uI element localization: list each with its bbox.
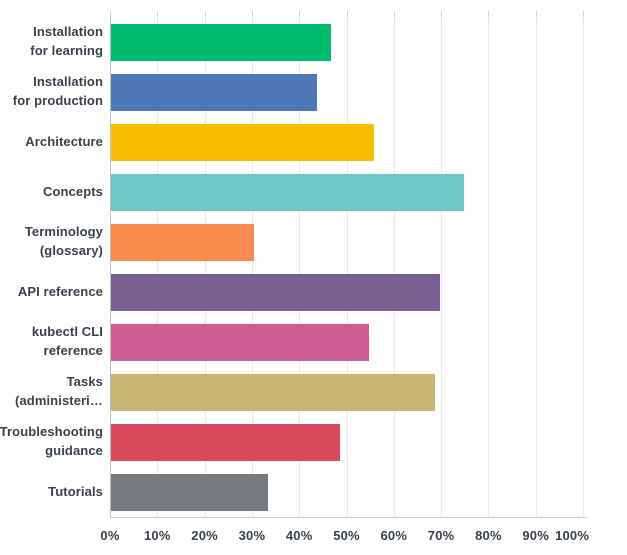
x-tick-label: 70% <box>427 528 455 543</box>
y-axis-line <box>110 17 111 517</box>
axis-tick <box>204 11 206 17</box>
category-label: Terminology (glossary) <box>24 224 103 258</box>
x-tick-label: 80% <box>475 528 502 543</box>
gridline <box>393 17 395 517</box>
axis-tick <box>535 11 537 17</box>
axis-tick <box>346 11 348 17</box>
x-tick-label: 20% <box>191 528 218 543</box>
x-tick-label: 0% <box>100 528 120 543</box>
axis-tick <box>251 11 253 17</box>
gridline <box>251 17 253 517</box>
axis-tick <box>583 11 584 17</box>
category-label: Installation for learning <box>30 24 103 58</box>
bar[interactable] <box>111 373 436 411</box>
bar[interactable] <box>111 223 255 261</box>
x-tick-label: 30% <box>238 528 266 543</box>
gridline <box>535 17 537 517</box>
axis-tick <box>110 11 111 17</box>
category-label: Installation for production <box>12 74 103 108</box>
axis-tick <box>441 11 443 17</box>
x-tick-label: 50% <box>333 528 360 543</box>
axis-tick <box>393 11 395 17</box>
x-tick-label: 60% <box>380 528 408 543</box>
bar[interactable] <box>111 323 369 361</box>
category-label: Architecture <box>25 133 103 149</box>
bar[interactable] <box>111 173 464 211</box>
gridline <box>299 17 301 517</box>
gridline <box>583 17 584 517</box>
x-tick-label: 10% <box>143 528 171 543</box>
axis-tick <box>299 11 301 17</box>
category-label: Troubleshooting guidance <box>0 424 103 458</box>
axis-tick <box>488 11 490 17</box>
gridline <box>346 17 348 517</box>
category-label: Tutorials <box>48 483 103 499</box>
bar[interactable] <box>111 273 441 311</box>
x-tick-label: 100% <box>555 528 590 543</box>
x-tick-label: 90% <box>522 528 549 543</box>
category-label: Concepts <box>42 183 103 199</box>
bar[interactable] <box>111 423 340 461</box>
category-label: Tasks (administeri… <box>15 374 103 408</box>
gridline <box>488 17 490 517</box>
bar[interactable] <box>111 23 331 61</box>
x-axis-line <box>110 517 587 518</box>
category-label: API reference <box>17 283 103 299</box>
gridline <box>204 17 206 517</box>
bar[interactable] <box>111 73 318 111</box>
bar[interactable] <box>111 473 269 511</box>
gridline <box>441 17 443 517</box>
gridline <box>157 17 159 517</box>
x-tick-label: 40% <box>285 528 313 543</box>
axis-tick <box>157 11 159 17</box>
bar[interactable] <box>111 123 374 161</box>
category-label: kubectl CLI reference <box>31 324 103 358</box>
